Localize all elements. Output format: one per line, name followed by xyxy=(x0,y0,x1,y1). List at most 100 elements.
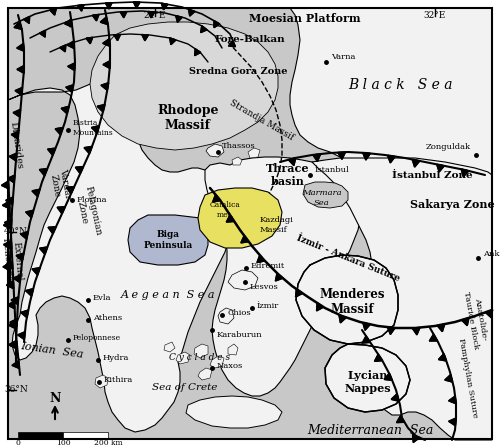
Polygon shape xyxy=(2,201,10,209)
Text: 36°N: 36°N xyxy=(4,385,28,395)
Text: Lycian
Nappes: Lycian Nappes xyxy=(344,370,392,394)
Polygon shape xyxy=(4,219,12,227)
Text: A e g e a n  S e a: A e g e a n S e a xyxy=(121,290,215,300)
Polygon shape xyxy=(462,318,469,325)
Polygon shape xyxy=(6,281,14,289)
Polygon shape xyxy=(12,131,18,139)
Polygon shape xyxy=(20,232,28,239)
Polygon shape xyxy=(363,323,370,330)
Text: Evla: Evla xyxy=(93,294,112,302)
Text: Menderes
Massif: Menderes Massif xyxy=(320,288,385,316)
Polygon shape xyxy=(103,61,110,68)
Polygon shape xyxy=(412,434,420,443)
Polygon shape xyxy=(16,253,24,261)
Polygon shape xyxy=(257,255,265,262)
Polygon shape xyxy=(120,12,127,18)
Polygon shape xyxy=(170,38,176,45)
Polygon shape xyxy=(48,227,56,234)
Text: N: N xyxy=(50,392,60,405)
Polygon shape xyxy=(4,219,12,227)
Polygon shape xyxy=(95,375,108,388)
Polygon shape xyxy=(486,310,492,318)
Polygon shape xyxy=(86,38,92,44)
Polygon shape xyxy=(101,83,108,90)
Polygon shape xyxy=(24,17,30,23)
Polygon shape xyxy=(11,297,18,304)
Polygon shape xyxy=(228,344,238,355)
Text: Rhodope
Massif: Rhodope Massif xyxy=(157,104,219,132)
Polygon shape xyxy=(84,147,92,154)
Polygon shape xyxy=(312,158,492,440)
Polygon shape xyxy=(436,164,444,172)
Polygon shape xyxy=(8,321,16,329)
Polygon shape xyxy=(66,20,71,27)
Polygon shape xyxy=(50,8,56,15)
Polygon shape xyxy=(40,247,48,254)
Text: 24°E: 24°E xyxy=(144,10,166,20)
Polygon shape xyxy=(48,227,56,234)
Polygon shape xyxy=(186,396,282,428)
Polygon shape xyxy=(97,105,105,112)
Polygon shape xyxy=(13,110,20,117)
Polygon shape xyxy=(8,301,14,309)
Polygon shape xyxy=(50,8,56,15)
Polygon shape xyxy=(4,241,12,249)
Polygon shape xyxy=(14,22,22,30)
Polygon shape xyxy=(84,147,92,154)
Polygon shape xyxy=(55,127,63,135)
Bar xyxy=(18,432,63,439)
Polygon shape xyxy=(114,34,120,41)
Polygon shape xyxy=(76,167,84,173)
Polygon shape xyxy=(2,181,8,189)
Polygon shape xyxy=(164,342,175,352)
Polygon shape xyxy=(67,41,74,49)
Text: Biga
Peninsula: Biga Peninsula xyxy=(144,230,192,250)
Polygon shape xyxy=(226,215,234,222)
Polygon shape xyxy=(40,247,48,254)
Polygon shape xyxy=(462,169,469,177)
Polygon shape xyxy=(10,341,18,349)
Polygon shape xyxy=(92,126,99,133)
Polygon shape xyxy=(486,310,492,318)
Polygon shape xyxy=(276,273,283,281)
Polygon shape xyxy=(194,49,200,55)
Polygon shape xyxy=(61,106,69,114)
Polygon shape xyxy=(8,321,16,329)
Polygon shape xyxy=(388,156,395,163)
Polygon shape xyxy=(205,157,360,396)
Text: Kithira: Kithira xyxy=(104,376,133,384)
Text: Strandja Massif: Strandja Massif xyxy=(228,98,296,142)
Text: 0: 0 xyxy=(16,439,20,447)
Polygon shape xyxy=(200,26,207,33)
Polygon shape xyxy=(384,373,392,380)
Polygon shape xyxy=(438,354,446,361)
Polygon shape xyxy=(200,26,207,33)
Polygon shape xyxy=(14,275,20,283)
Polygon shape xyxy=(17,66,24,73)
Polygon shape xyxy=(48,148,56,155)
Polygon shape xyxy=(296,289,302,297)
Polygon shape xyxy=(68,63,75,71)
Polygon shape xyxy=(362,153,370,160)
Polygon shape xyxy=(32,189,40,197)
Polygon shape xyxy=(445,375,452,382)
Polygon shape xyxy=(296,289,302,297)
Polygon shape xyxy=(218,308,234,324)
Polygon shape xyxy=(103,39,110,46)
Text: Thrace
basin: Thrace basin xyxy=(266,163,310,187)
Polygon shape xyxy=(396,416,404,422)
Polygon shape xyxy=(198,188,282,248)
Polygon shape xyxy=(17,43,24,51)
Polygon shape xyxy=(4,241,12,249)
Polygon shape xyxy=(448,418,456,426)
Polygon shape xyxy=(210,356,224,368)
Text: B l a c k   S e a: B l a c k S e a xyxy=(348,78,452,92)
Polygon shape xyxy=(86,38,92,44)
Polygon shape xyxy=(148,12,154,18)
Text: Ionian  Sea: Ionian Sea xyxy=(20,341,84,359)
Polygon shape xyxy=(241,236,249,243)
Polygon shape xyxy=(391,394,399,401)
Polygon shape xyxy=(206,144,224,157)
Polygon shape xyxy=(445,375,452,382)
Polygon shape xyxy=(65,19,72,27)
